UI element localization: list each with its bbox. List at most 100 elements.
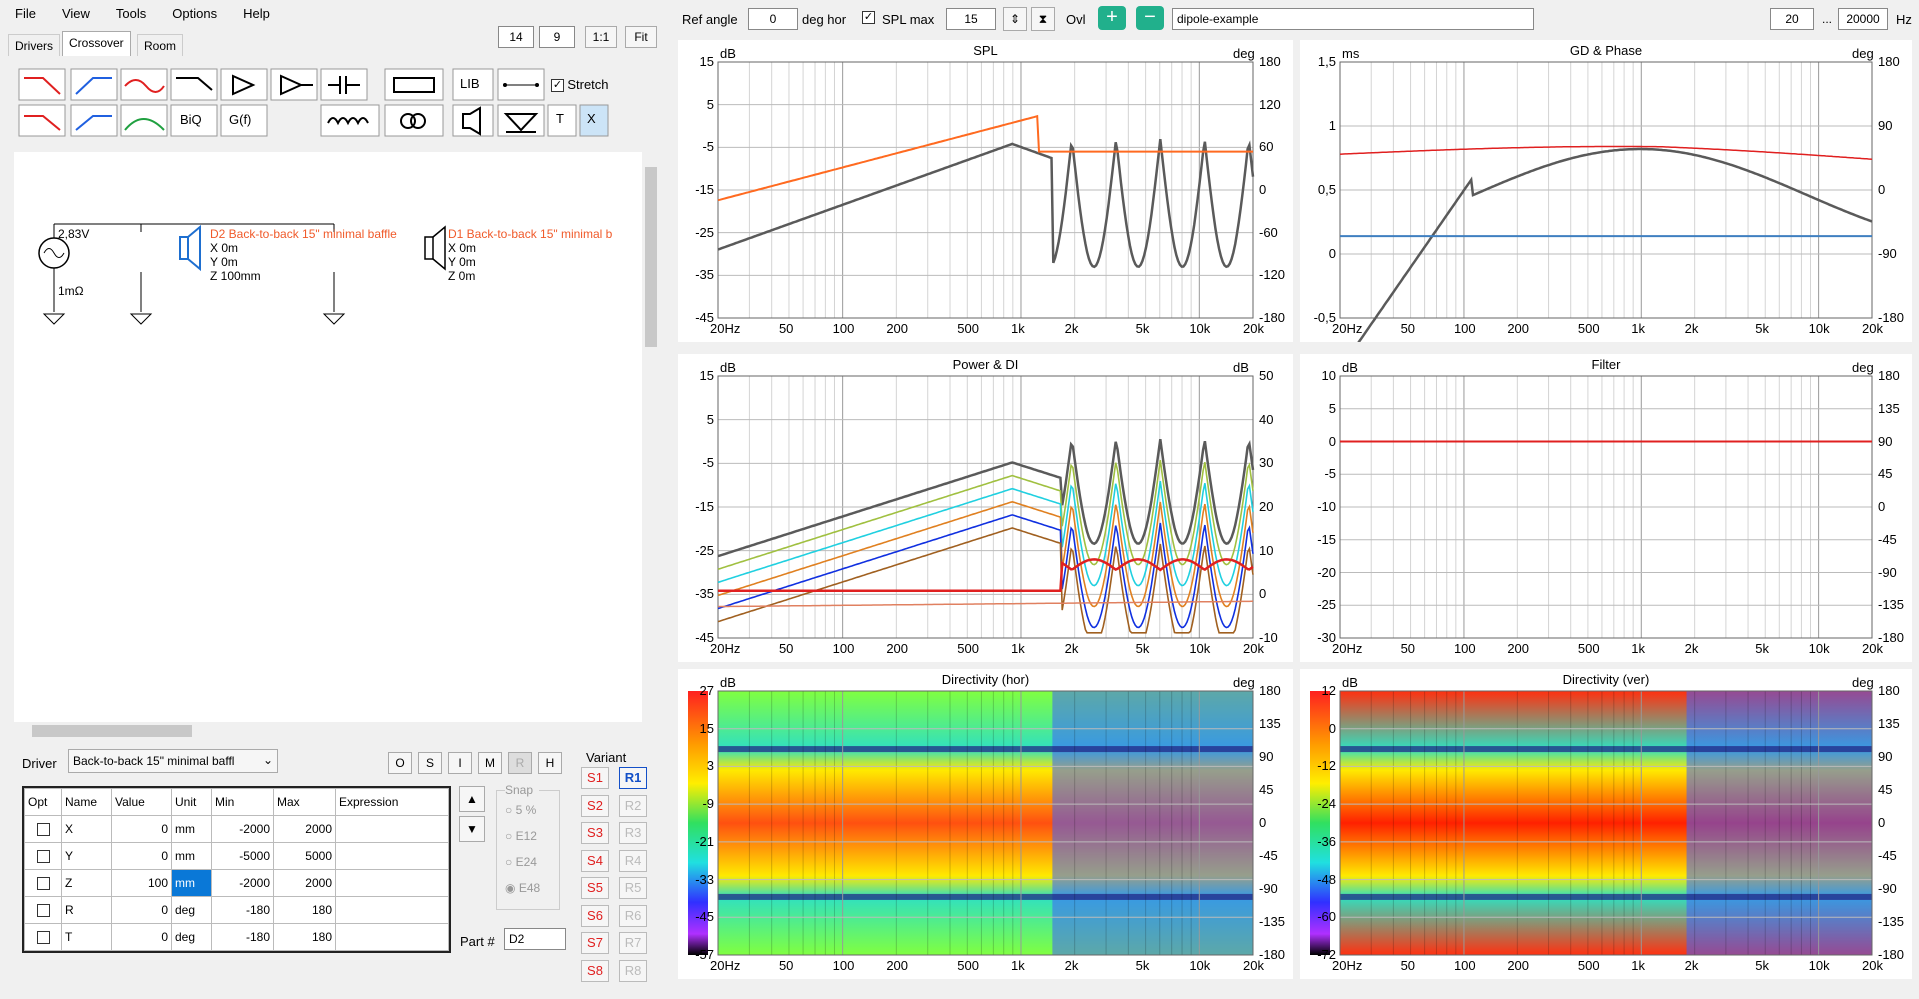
move-up-button[interactable]: ▲ [459, 786, 485, 812]
dirh-plot[interactable]: Directivity (hor) dB deg 27 15 3 -9 -21 -33 -45 -5… [678, 669, 1293, 979]
snap-option-e48[interactable]: ◉ E48 [505, 881, 541, 895]
stretch-checkbox[interactable]: ✓ Stretch [551, 77, 609, 93]
spl-max-checkbox[interactable]: ✓ [862, 11, 875, 25]
param-value[interactable]: 100 [111, 869, 172, 897]
schematic-canvas[interactable]: 2,83V 1mΩ D2 Back-to-back 15" minimal ba… [14, 152, 642, 722]
menu-tools[interactable]: Tools [115, 6, 147, 21]
mode-i-button[interactable]: I [448, 752, 472, 774]
opt-checkbox[interactable] [36, 904, 50, 918]
opt-checkbox[interactable] [36, 877, 50, 891]
param-max[interactable]: 2000 [273, 815, 336, 843]
variant-s2[interactable]: S2 [581, 794, 609, 817]
param-min[interactable]: -180 [211, 896, 274, 924]
param-value[interactable]: 0 [111, 842, 172, 870]
mode-s-button[interactable]: S [418, 752, 442, 774]
menu-options[interactable]: Options [172, 6, 218, 21]
lib-button[interactable]: LIB [460, 76, 480, 91]
d2-name[interactable]: D2 Back-to-back 15" minimal baffle [210, 227, 397, 241]
tab-room[interactable]: Room [137, 34, 184, 56]
filter-right-tick: 90 [1878, 433, 1893, 449]
param-unit[interactable]: mm [171, 815, 212, 843]
dirv-plot[interactable]: Directivity (ver) dB deg 12 0 -12 -24 -36 -48 -60… [1300, 669, 1912, 979]
spl-up-down-button[interactable]: ⇕ [1003, 7, 1027, 31]
param-min[interactable]: -5000 [211, 842, 274, 870]
opt-checkbox[interactable] [36, 850, 50, 864]
param-unit[interactable]: mm [171, 842, 212, 870]
ref-angle-input[interactable]: 0 [748, 8, 798, 30]
variant-s5[interactable]: S5 [581, 877, 609, 899]
menu-view[interactable]: View [61, 6, 90, 21]
param-value[interactable]: 0 [111, 896, 172, 924]
filter-plot[interactable]: Filter dB deg 10 5 0 -5 -10 -15 -20 -25 -30 180 135 90… [1300, 354, 1912, 662]
part-input[interactable]: D2 [504, 928, 566, 950]
gf-button[interactable]: G(f) [229, 112, 252, 127]
tab-drivers[interactable]: Drivers [8, 34, 60, 56]
spl-reset-button[interactable]: ⧗ [1031, 7, 1055, 31]
param-max[interactable]: 2000 [273, 869, 336, 897]
variant-s7[interactable]: S7 [581, 932, 609, 954]
param-min[interactable]: -2000 [211, 815, 274, 843]
variant-s3[interactable]: S3 [581, 822, 609, 844]
param-max[interactable]: 180 [273, 923, 336, 951]
param-value[interactable]: 0 [111, 815, 172, 843]
remove-overlay-icon[interactable]: − [1136, 6, 1164, 30]
mode-r-button[interactable]: R [508, 752, 532, 774]
variant-r2[interactable]: R2 [619, 794, 647, 817]
variant-r8[interactable]: R8 [619, 959, 647, 982]
param-max[interactable]: 180 [273, 896, 336, 924]
zoom-1to1-button[interactable]: 1:1 [585, 26, 617, 48]
param-min[interactable]: -2000 [211, 869, 274, 897]
pdi-plot[interactable]: Power & DI dB dB 15 5 -5 -15 -25 -35 -45 50 40 30 20 1… [678, 354, 1293, 662]
mode-o-button[interactable]: O [388, 752, 412, 774]
param-max[interactable]: 5000 [273, 842, 336, 870]
param-expression[interactable] [335, 923, 449, 951]
snap-option-e12[interactable]: ○ E12 [505, 829, 537, 843]
param-unit[interactable]: deg [171, 923, 212, 951]
param-min[interactable]: -180 [211, 923, 274, 951]
biq-button[interactable]: BiQ [180, 112, 202, 127]
variant-s1[interactable]: S1 [581, 767, 609, 789]
t-button[interactable]: T [556, 111, 564, 126]
variant-r3[interactable]: R3 [619, 822, 647, 844]
move-down-button[interactable]: ▼ [459, 816, 485, 842]
d1-name[interactable]: D1 Back-to-back 15" minimal b [448, 227, 613, 241]
variant-r5[interactable]: R5 [619, 877, 647, 899]
param-expression[interactable] [335, 896, 449, 924]
add-overlay-icon[interactable]: + [1098, 6, 1126, 30]
freq-min-input[interactable]: 20 [1770, 8, 1814, 30]
project-name-input[interactable]: dipole-example [1172, 8, 1534, 30]
x-button[interactable]: X [587, 111, 596, 126]
mode-m-button[interactable]: M [478, 752, 502, 774]
param-value[interactable]: 0 [111, 923, 172, 951]
variant-s4[interactable]: S4 [581, 849, 609, 872]
snap-option-5[interactable]: ○ 5 % [505, 803, 537, 817]
fit-button[interactable]: Fit [625, 26, 657, 48]
gd-plot[interactable]: GD & Phase ms deg 1,5 1 0,5 0 -0,5 180 90 0 -90 -180… [1300, 40, 1912, 342]
variant-r4[interactable]: R4 [619, 849, 647, 872]
mode-h-button[interactable]: H [538, 752, 562, 774]
param-unit[interactable]: mm [171, 869, 212, 897]
menu-file[interactable]: File [15, 6, 36, 21]
grid-x-box[interactable]: 14 [498, 26, 534, 48]
variant-s6[interactable]: S6 [581, 904, 609, 927]
menu-help[interactable]: Help [243, 6, 270, 21]
variant-s8[interactable]: S8 [581, 959, 609, 982]
vertical-scrollbar[interactable] [642, 152, 660, 722]
param-expression[interactable] [335, 842, 449, 870]
variant-r1[interactable]: R1 [619, 767, 647, 789]
snap-option-e24[interactable]: ○ E24 [505, 855, 537, 869]
variant-r7[interactable]: R7 [619, 932, 647, 954]
variant-r6[interactable]: R6 [619, 904, 647, 927]
freq-max-input[interactable]: 20000 [1838, 8, 1888, 30]
grid-y-box[interactable]: 9 [539, 26, 575, 48]
opt-checkbox[interactable] [36, 823, 50, 837]
param-expression[interactable] [335, 869, 449, 897]
param-unit[interactable]: deg [171, 896, 212, 924]
param-expression[interactable] [335, 815, 449, 843]
horizontal-scrollbar[interactable] [14, 722, 642, 740]
driver-select[interactable]: Back-to-back 15" minimal baffl ⌄ [68, 749, 278, 773]
opt-checkbox[interactable] [36, 931, 50, 945]
tab-crossover[interactable]: Crossover [62, 31, 131, 56]
spl-plot[interactable]: SPL dB deg 15 5 -5 -15 -25 -35 -45 180 120 60 0 -60 -12… [678, 40, 1293, 342]
spl-max-input[interactable]: 15 [946, 8, 996, 30]
